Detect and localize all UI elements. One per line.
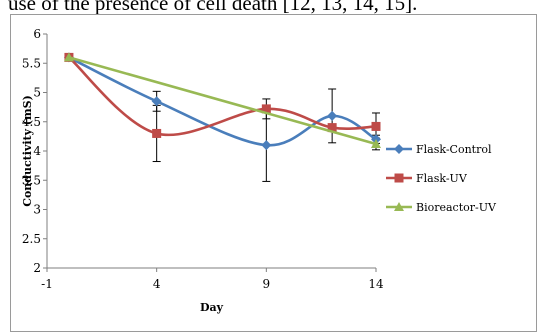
y-tick-label: 4 xyxy=(33,144,41,158)
flask-uv-point xyxy=(261,104,271,114)
bioreactor-uv-line xyxy=(68,56,377,146)
y-tick-label: 6 xyxy=(33,27,41,41)
x-axis-title: Day xyxy=(200,301,224,314)
y-tick-label: 5.5 xyxy=(22,56,41,70)
legend-label-flask-control: Flask-Control xyxy=(416,143,492,156)
x-tick-label: 9 xyxy=(263,277,271,291)
bioreactor-uv-point xyxy=(371,138,381,148)
flask-uv-line xyxy=(68,56,377,137)
flask-uv-point xyxy=(327,123,337,133)
flask-control-point xyxy=(261,140,272,151)
chart-frame xyxy=(10,14,537,332)
y-tick-label: 3 xyxy=(33,203,41,217)
x-tick-label: 14 xyxy=(368,277,384,291)
legend-marker-bioreactor-uv xyxy=(394,202,404,211)
legend-marker-flask-control xyxy=(394,144,404,154)
legend-label-bioreactor-uv: Bioreactor-UV xyxy=(416,201,497,214)
y-tick-label: 4.5 xyxy=(22,115,41,129)
legend-marker-flask-uv xyxy=(394,173,404,183)
bioreactor-uv-point xyxy=(63,52,74,62)
y-tick-label: 3.5 xyxy=(22,173,41,187)
flask-control-point xyxy=(151,96,162,107)
x-tick-label: -1 xyxy=(41,277,53,291)
y-tick-label: 2 xyxy=(33,261,41,275)
y-tick-label: 5 xyxy=(33,86,41,100)
caption-text: use of the presence of cell death [12, 1… xyxy=(8,0,418,15)
flask-uv-point xyxy=(371,121,381,131)
flask-control-point xyxy=(327,110,338,121)
y-tick-label: 2.5 xyxy=(22,232,41,246)
flask-uv-point xyxy=(152,128,162,138)
y-axis-title: Conductivity (mS) xyxy=(21,95,34,207)
legend-label-flask-uv: Flask-UV xyxy=(416,172,468,185)
x-tick-label: 4 xyxy=(153,277,161,291)
